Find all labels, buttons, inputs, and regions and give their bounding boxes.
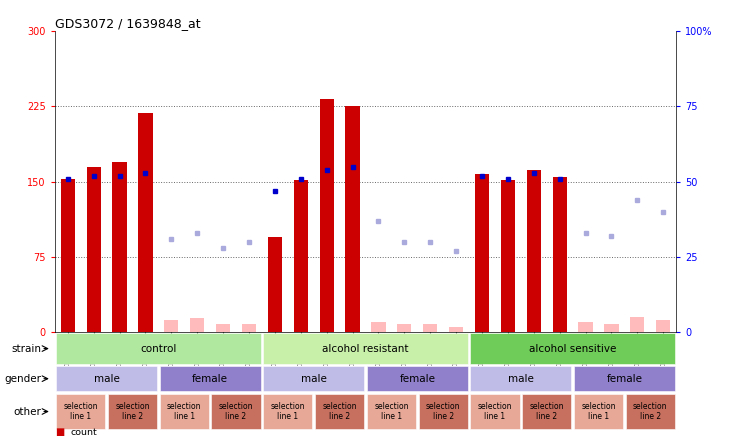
- Text: selection
line 1: selection line 1: [581, 402, 616, 421]
- Text: selection
line 1: selection line 1: [167, 402, 202, 421]
- Bar: [574, 366, 675, 391]
- Text: gender: gender: [4, 374, 41, 384]
- Bar: [319, 99, 334, 332]
- Bar: [574, 394, 623, 429]
- Bar: [501, 180, 515, 332]
- Text: selection
line 2: selection line 2: [633, 402, 667, 421]
- Text: female: female: [192, 374, 228, 384]
- Text: selection
line 1: selection line 1: [64, 402, 98, 421]
- Text: selection
line 2: selection line 2: [322, 402, 357, 421]
- Bar: [470, 394, 520, 429]
- Text: ■: ■: [55, 427, 64, 437]
- Bar: [268, 237, 282, 332]
- Bar: [526, 170, 541, 332]
- Text: strain: strain: [11, 344, 41, 353]
- Bar: [522, 394, 572, 429]
- Text: selection
line 2: selection line 2: [219, 402, 254, 421]
- Bar: [61, 178, 75, 332]
- Bar: [263, 394, 312, 429]
- Text: selection
line 1: selection line 1: [270, 402, 305, 421]
- Bar: [159, 366, 261, 391]
- Bar: [56, 394, 105, 429]
- Bar: [242, 324, 256, 332]
- Bar: [138, 113, 153, 332]
- Text: male: male: [94, 374, 120, 384]
- Bar: [56, 366, 157, 391]
- Bar: [449, 327, 463, 332]
- Bar: [86, 166, 101, 332]
- Bar: [367, 394, 416, 429]
- Text: female: female: [607, 374, 643, 384]
- Bar: [578, 322, 593, 332]
- Bar: [56, 333, 261, 364]
- Bar: [294, 180, 308, 332]
- Bar: [423, 324, 437, 332]
- Bar: [263, 366, 364, 391]
- Text: male: male: [508, 374, 534, 384]
- Bar: [626, 394, 675, 429]
- Text: selection
line 2: selection line 2: [115, 402, 150, 421]
- Bar: [346, 107, 360, 332]
- Text: other: other: [13, 407, 41, 416]
- Bar: [190, 318, 205, 332]
- Bar: [553, 177, 567, 332]
- Text: GDS3072 / 1639848_at: GDS3072 / 1639848_at: [55, 17, 200, 30]
- Text: female: female: [399, 374, 435, 384]
- Bar: [397, 324, 412, 332]
- Bar: [315, 394, 364, 429]
- Bar: [216, 324, 230, 332]
- Bar: [263, 333, 468, 364]
- Text: selection
line 2: selection line 2: [529, 402, 564, 421]
- Text: count: count: [71, 428, 98, 436]
- Bar: [605, 324, 618, 332]
- Bar: [630, 317, 645, 332]
- Bar: [470, 366, 572, 391]
- Text: control: control: [140, 344, 177, 353]
- Bar: [164, 320, 178, 332]
- Bar: [475, 174, 489, 332]
- Bar: [371, 322, 385, 332]
- Text: selection
line 2: selection line 2: [426, 402, 461, 421]
- Text: selection
line 1: selection line 1: [477, 402, 512, 421]
- Bar: [211, 394, 261, 429]
- Text: alcohol resistant: alcohol resistant: [322, 344, 409, 353]
- Bar: [113, 162, 126, 332]
- Text: alcohol sensitive: alcohol sensitive: [529, 344, 616, 353]
- Text: male: male: [300, 374, 327, 384]
- Bar: [159, 394, 209, 429]
- Text: selection
line 1: selection line 1: [374, 402, 409, 421]
- Bar: [419, 394, 468, 429]
- Bar: [656, 320, 670, 332]
- Bar: [470, 333, 675, 364]
- Bar: [367, 366, 468, 391]
- Bar: [108, 394, 157, 429]
